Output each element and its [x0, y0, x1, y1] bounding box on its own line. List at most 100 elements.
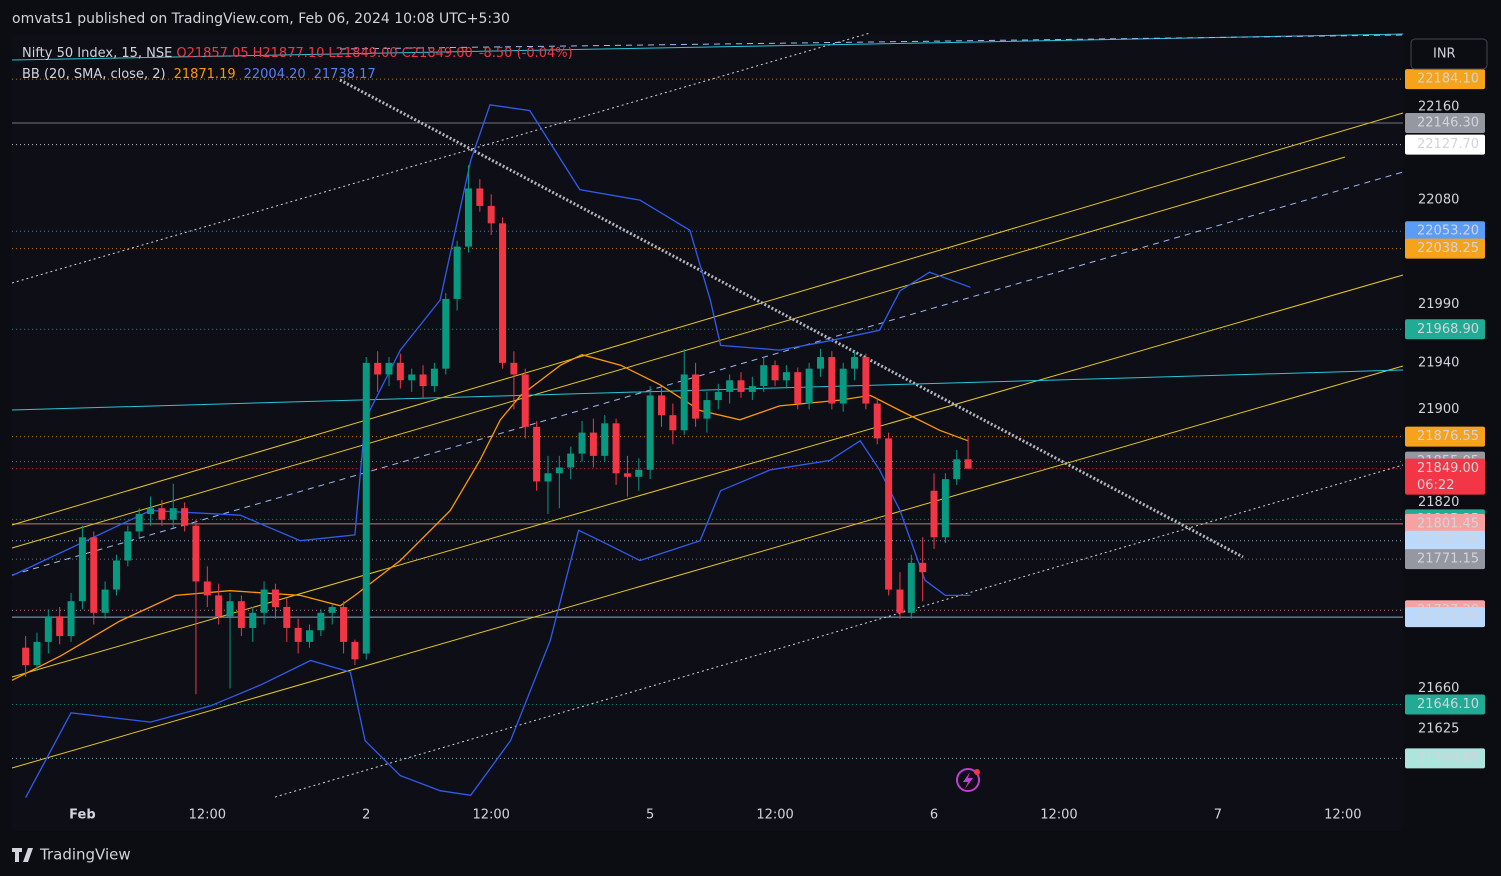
candle-body: [635, 469, 643, 477]
x-tick-label: 12:00: [472, 808, 509, 823]
open-value: O21857.05: [176, 46, 248, 61]
y-tick-label: 21660: [1418, 681, 1459, 696]
publisher-line: omvats1 published on TradingView.com, Fe…: [12, 11, 510, 27]
candle-body: [169, 508, 177, 520]
price-label: 21646.10: [1417, 697, 1479, 712]
candle-body: [124, 531, 132, 561]
x-tick-label: Feb: [69, 808, 95, 823]
candle-body: [192, 525, 200, 582]
x-tick-label: 12:00: [1040, 808, 1077, 823]
band-line: [25, 439, 971, 799]
y-tick-label: 22080: [1418, 193, 1459, 208]
alert-bolt[interactable]: [963, 772, 973, 789]
alert-dot[interactable]: [974, 769, 980, 775]
candle-body: [260, 589, 268, 613]
change-value: -8.50 (-0.04%): [479, 46, 573, 61]
candle-body: [567, 453, 575, 468]
x-tick-label: 7: [1214, 808, 1222, 823]
candle-body: [953, 459, 961, 480]
candle-body: [669, 415, 677, 431]
candle-body: [907, 562, 915, 613]
candle-body: [294, 627, 302, 642]
indicator-name: BB (20, SMA, close, 2): [22, 67, 166, 82]
alert-ring[interactable]: [956, 768, 980, 792]
candle-body: [442, 298, 450, 369]
candle-body: [237, 601, 245, 628]
candle-body: [306, 630, 314, 642]
x-tick-label: 6: [930, 808, 938, 823]
candle-body: [158, 508, 166, 520]
price-label: 22146.30: [1417, 116, 1479, 131]
candle-body: [896, 589, 904, 613]
close-value: C21849.00: [402, 46, 473, 61]
candle-body: [612, 423, 620, 474]
candle-body: [33, 641, 41, 666]
candle-body: [851, 357, 859, 369]
price-label-box: [1405, 69, 1485, 90]
trend-line: [339, 34, 1404, 50]
alert-icon[interactable]: [956, 768, 980, 792]
candle-body: [44, 616, 52, 642]
candle-body: [499, 223, 507, 363]
y-tick-label: 21625: [1418, 722, 1459, 737]
candle-body: [135, 513, 143, 532]
candle-body: [680, 374, 688, 431]
currency-button[interactable]: [1410, 38, 1488, 70]
price-label-box: [1405, 134, 1485, 155]
series-layer: [11, 104, 972, 799]
candle-body: [805, 368, 813, 404]
candle-body: [828, 357, 836, 404]
countdown-label: 06:22: [1417, 478, 1454, 493]
candle-body: [521, 374, 529, 427]
price-label: 21849.00: [1417, 461, 1479, 476]
price-label-box: [1405, 694, 1485, 715]
plot-area: [12, 35, 1403, 831]
candle-body: [181, 508, 189, 526]
candle-body: [555, 467, 563, 474]
candle-body: [839, 368, 847, 404]
candle-body: [919, 562, 927, 573]
candle-body: [862, 357, 870, 404]
currency-label[interactable]: INR: [1433, 47, 1456, 62]
price-label-box: [1405, 238, 1485, 259]
candle-body: [56, 616, 64, 637]
candle-body: [226, 601, 234, 617]
candle-body: [714, 391, 722, 401]
x-tick-label: 12:00: [1324, 808, 1361, 823]
candle-body: [317, 612, 325, 631]
candle-body: [658, 395, 666, 416]
candle-body: [90, 537, 98, 613]
price-label: 21876.55: [1417, 429, 1479, 444]
price-label-box: [1405, 113, 1485, 134]
price-label: 21801.45: [1417, 516, 1479, 531]
candle-body: [601, 423, 609, 456]
trend-line: [274, 464, 1404, 798]
candle-body: [340, 607, 348, 642]
candle-body: [646, 395, 654, 470]
candle-body: [271, 589, 279, 608]
y-tick-label: 21820: [1418, 495, 1459, 510]
candle-body: [203, 581, 211, 596]
trend-line: [11, 32, 871, 284]
band-line: [11, 104, 971, 577]
candle-body: [215, 595, 223, 617]
candle-body: [816, 357, 824, 369]
x-tick-label: 12:00: [756, 808, 793, 823]
candle-body: [283, 607, 291, 628]
candle-body: [692, 374, 700, 419]
brand-mark: [12, 848, 33, 862]
brand-logo: TradingView: [12, 846, 131, 864]
price-axis: 22160 22080 21990 21940 21900 21820 21660 21625…: [69, 69, 1485, 823]
price-label-box: [1405, 426, 1485, 447]
trend-line: [11, 112, 1404, 526]
candle-body: [589, 432, 597, 456]
y-tick-label: 22160: [1418, 100, 1459, 115]
candle-body: [964, 459, 972, 469]
price-label: 22184.10: [1417, 72, 1479, 87]
high-value: H21877.10: [253, 46, 325, 61]
candle-body: [487, 205, 495, 224]
candle-body: [101, 589, 109, 613]
price-label-box: [1405, 458, 1485, 495]
